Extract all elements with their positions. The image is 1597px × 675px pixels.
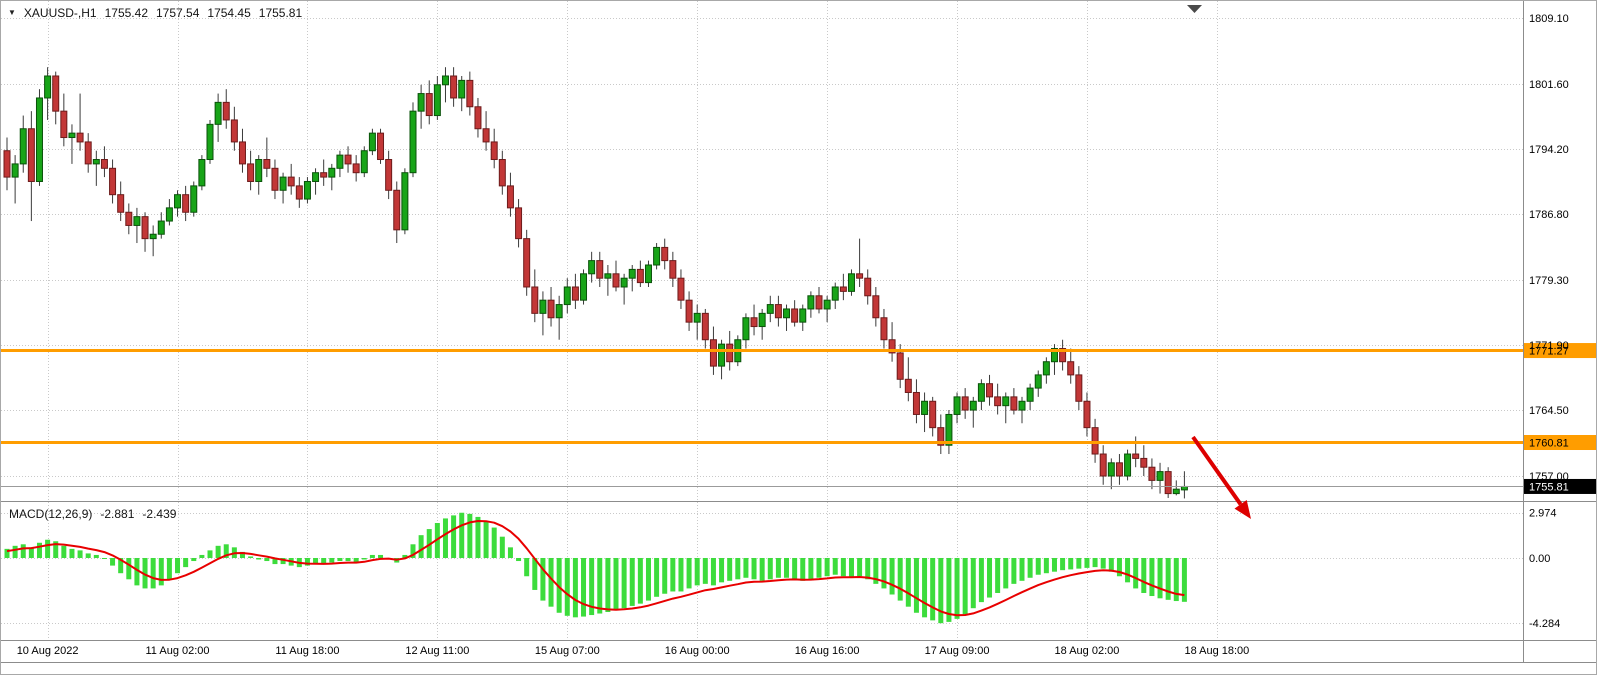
support-resistance-lines[interactable]: 1771.27 1760.81 [1, 343, 1597, 451]
macd-signal-value: -2.439 [142, 507, 177, 521]
svg-text:0.00: 0.00 [1529, 553, 1550, 565]
svg-text:18 Aug 02:00: 18 Aug 02:00 [1055, 645, 1120, 657]
price-tag-1771.27 [1524, 343, 1596, 359]
current-price-line: 1755.81 [1, 478, 1596, 494]
svg-text:1757.00: 1757.00 [1529, 471, 1569, 483]
svg-text:10 Aug 2022: 10 Aug 2022 [17, 645, 79, 657]
macd-signal-line [6, 520, 1185, 617]
chart-header: ▼ XAUUSD-,H1 1755.42 1757.54 1754.45 175… [8, 6, 302, 20]
current-price-tag [1524, 478, 1596, 494]
svg-text:18 Aug 18:00: 18 Aug 18:00 [1184, 645, 1249, 657]
svg-text:16 Aug 16:00: 16 Aug 16:00 [795, 645, 860, 657]
svg-text:2.974: 2.974 [1529, 508, 1557, 520]
symbol-timeframe-label: XAUUSD-,H1 [23, 6, 97, 20]
low-value: 1754.45 [207, 6, 251, 20]
svg-text:1786.80: 1786.80 [1529, 209, 1569, 221]
macd-main-value: -2.881 [100, 507, 135, 521]
svg-text:12 Aug 11:00: 12 Aug 11:00 [405, 645, 469, 657]
svg-text:15 Aug 07:00: 15 Aug 07:00 [535, 645, 600, 657]
svg-text:11 Aug 18:00: 11 Aug 18:00 [275, 645, 339, 657]
time-axis[interactable]: 10 Aug 2022 11 Aug 02:00 11 Aug 18:00 12 Au… [17, 645, 1250, 657]
svg-text:1755.81: 1755.81 [1529, 481, 1569, 493]
price-axis[interactable]: 1809.10 1801.60 1794.20 1786.80 1779.30 1771.… [1529, 13, 1569, 483]
svg-text:1771.27: 1771.27 [1529, 346, 1569, 358]
trend-arrow[interactable] [1191, 435, 1251, 519]
svg-text:17 Aug 09:00: 17 Aug 09:00 [925, 645, 990, 657]
svg-text:1801.60: 1801.60 [1529, 79, 1569, 91]
macd-histogram [4, 512, 1187, 624]
macd-header: MACD(12,26,9) -2.881 -2.439 [9, 507, 176, 521]
svg-text:1809.10: 1809.10 [1529, 13, 1569, 25]
svg-text:1764.50: 1764.50 [1529, 405, 1569, 417]
open-value: 1755.42 [104, 6, 148, 20]
svg-text:16 Aug 00:00: 16 Aug 00:00 [665, 645, 730, 657]
svg-text:1794.20: 1794.20 [1529, 144, 1569, 156]
close-value: 1755.81 [258, 6, 303, 20]
symbol-dropdown-icon[interactable]: ▼ [8, 8, 16, 17]
chart-shift-marker-icon[interactable] [1187, 5, 1202, 13]
high-value: 1757.54 [156, 6, 200, 20]
price-tag-1760.81 [1524, 435, 1596, 451]
macd-indicator-label: MACD(12,26,9) [9, 507, 93, 521]
svg-text:1771.90: 1771.90 [1529, 340, 1569, 352]
svg-text:-4.284: -4.284 [1529, 618, 1560, 630]
svg-text:1779.30: 1779.30 [1529, 275, 1569, 287]
svg-text:1760.81: 1760.81 [1529, 438, 1569, 450]
macd-axis[interactable]: 2.974 0.00 -4.284 [1529, 508, 1560, 630]
candlesticks [3, 67, 1188, 499]
svg-text:11 Aug 02:00: 11 Aug 02:00 [146, 645, 210, 657]
